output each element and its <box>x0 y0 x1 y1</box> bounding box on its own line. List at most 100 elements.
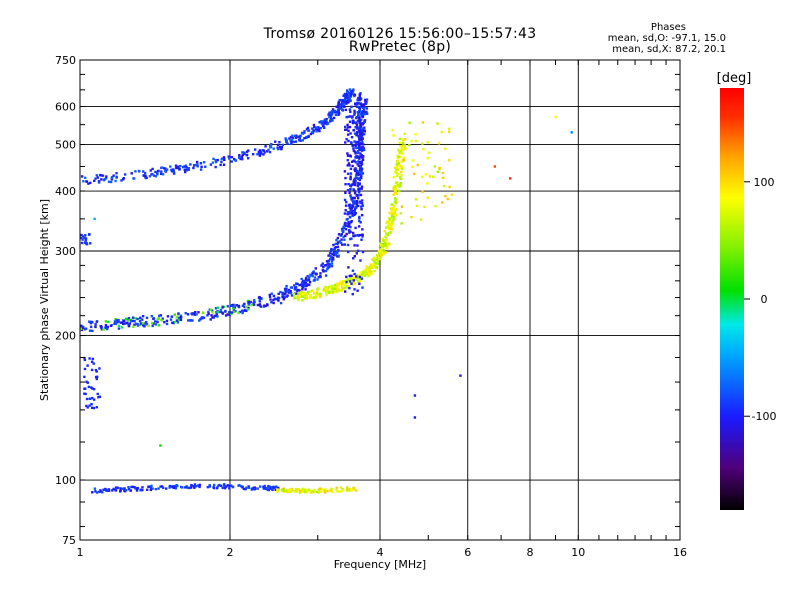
data-point <box>356 289 359 292</box>
data-point <box>86 406 89 409</box>
data-point <box>322 489 325 492</box>
data-point <box>94 375 98 379</box>
data-point <box>386 242 390 245</box>
data-point <box>335 284 338 288</box>
data-point <box>337 289 340 292</box>
data-point <box>353 255 356 258</box>
y-tick-label: 400 <box>55 185 76 198</box>
data-point <box>351 196 354 200</box>
data-point <box>311 274 314 278</box>
data-point <box>222 156 226 159</box>
data-point <box>354 212 357 215</box>
data-point <box>104 326 107 329</box>
data-point <box>396 157 400 160</box>
data-point <box>119 321 123 324</box>
data-point <box>244 487 247 491</box>
data-point <box>341 280 344 283</box>
data-point <box>258 303 262 306</box>
data-point <box>270 301 273 304</box>
data-point <box>397 164 401 167</box>
data-point <box>377 260 380 263</box>
data-point <box>173 313 176 316</box>
data-point <box>252 487 256 491</box>
data-point <box>350 274 353 277</box>
data-point <box>356 201 359 204</box>
data-point <box>127 487 131 491</box>
data-point <box>334 251 337 254</box>
data-point <box>191 319 194 322</box>
data-point <box>358 115 361 119</box>
data-point <box>349 278 353 281</box>
data-point <box>315 130 318 133</box>
data-point <box>334 253 338 256</box>
data-point <box>303 137 306 140</box>
data-point <box>357 143 361 146</box>
data-point <box>284 292 287 295</box>
data-point <box>138 170 141 173</box>
data-point <box>83 176 87 180</box>
data-point <box>198 485 201 489</box>
data-point <box>268 150 272 154</box>
data-point <box>95 406 99 409</box>
data-point <box>348 191 351 194</box>
data-point <box>83 375 86 379</box>
data-point <box>359 102 363 105</box>
data-point <box>393 200 397 204</box>
data-point <box>357 280 360 283</box>
data-point <box>347 266 350 269</box>
data-point <box>400 222 403 225</box>
data-point <box>319 120 323 123</box>
data-point <box>106 489 109 492</box>
data-point <box>149 488 153 492</box>
data-point <box>304 488 307 492</box>
data-point <box>344 224 347 228</box>
data-point <box>334 290 337 293</box>
data-point <box>348 215 352 219</box>
data-point <box>311 271 314 275</box>
data-point <box>168 486 171 489</box>
data-point <box>194 485 198 488</box>
data-point <box>189 486 193 489</box>
data-point <box>194 310 197 314</box>
data-point <box>393 213 397 216</box>
data-point <box>196 162 199 166</box>
data-point <box>353 272 356 276</box>
data-point <box>330 259 334 263</box>
data-point <box>303 282 306 285</box>
data-point <box>360 238 363 241</box>
data-point <box>143 325 146 328</box>
data-point <box>160 172 163 176</box>
data-point <box>88 329 92 332</box>
data-point <box>380 253 384 257</box>
data-point <box>287 288 291 292</box>
data-point <box>152 174 156 177</box>
data-point <box>136 317 139 321</box>
data-point <box>117 320 120 323</box>
data-point <box>337 283 341 286</box>
data-point <box>324 122 327 125</box>
y-tick-label: 100 <box>55 474 76 487</box>
data-point <box>421 121 425 124</box>
data-point <box>347 139 350 143</box>
data-point <box>344 204 348 207</box>
data-point <box>293 297 296 300</box>
data-point <box>357 156 361 159</box>
data-point <box>359 171 362 175</box>
data-point <box>424 173 428 176</box>
data-point <box>81 235 85 238</box>
data-point <box>353 244 356 247</box>
data-point <box>293 288 297 291</box>
data-point <box>90 406 94 410</box>
data-point <box>214 159 217 162</box>
data-point <box>133 323 136 326</box>
data-point <box>340 233 343 236</box>
data-point <box>381 237 384 240</box>
data-point <box>301 279 305 283</box>
data-point <box>90 360 94 364</box>
data-point <box>339 289 342 292</box>
data-point <box>232 305 235 308</box>
data-point <box>152 317 155 321</box>
data-point <box>139 322 143 325</box>
data-point <box>151 167 154 171</box>
data-point <box>212 316 215 319</box>
